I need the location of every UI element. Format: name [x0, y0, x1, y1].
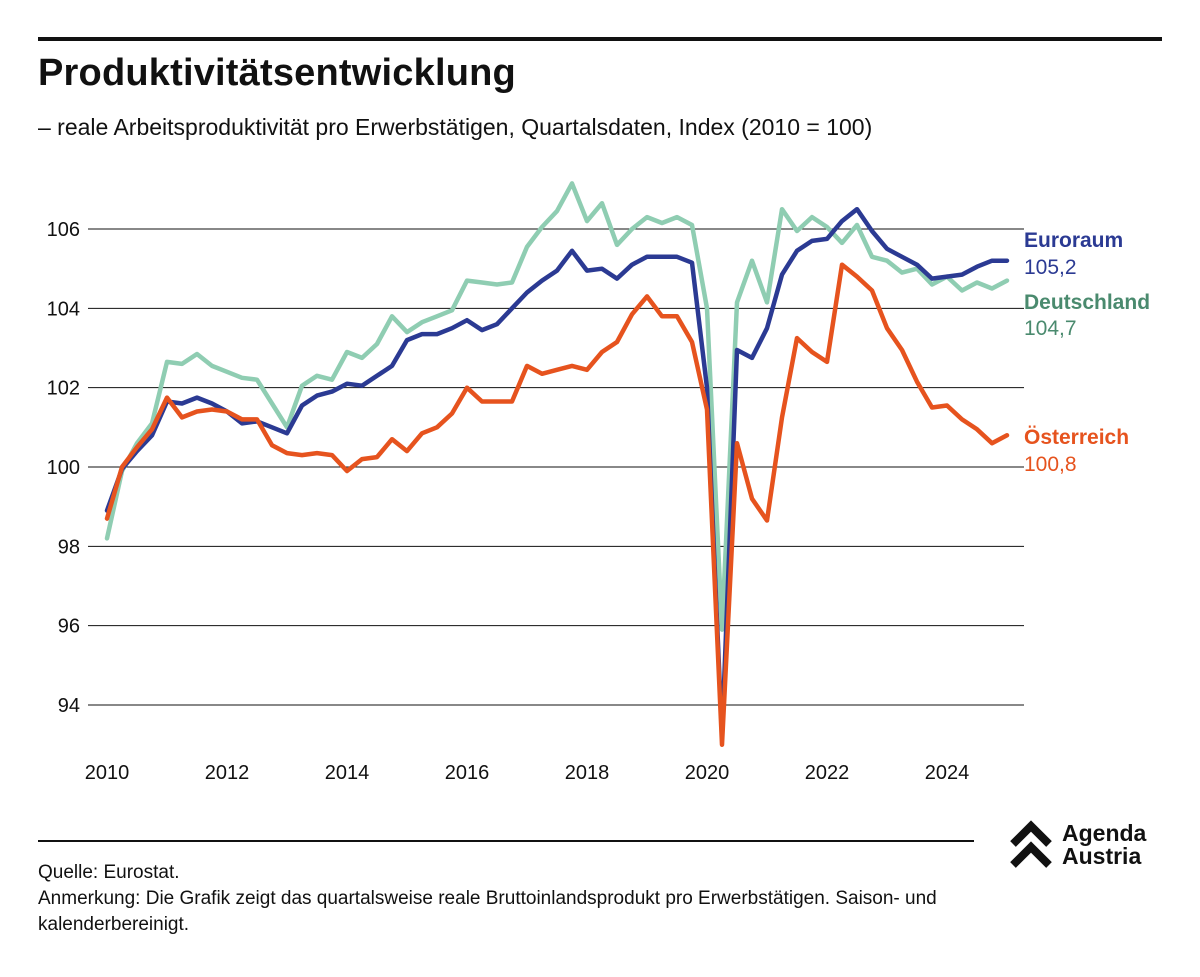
y-tick-label: 106 [47, 219, 80, 241]
y-tick-label: 96 [58, 616, 80, 638]
bottom-rule [38, 840, 974, 842]
footer: Quelle: Eurostat. Anmerkung: Die Grafik … [38, 860, 938, 938]
x-tick-label: 2014 [325, 762, 370, 784]
series-end-value-euroraum: 105,2 [1024, 256, 1077, 279]
x-tick-label: 2024 [925, 762, 970, 784]
chart-title: Produktivitätsentwicklung [38, 52, 516, 94]
series-line-deutschland [104, 181, 1010, 632]
x-tick-label: 2020 [685, 762, 730, 784]
x-tick-label: 2022 [805, 762, 850, 784]
series-end-value-oesterreich: 100,8 [1024, 453, 1077, 476]
x-tick-label: 2010 [85, 762, 130, 784]
logo-line-2: Austria [1062, 843, 1142, 869]
x-tick-label: 2016 [445, 762, 490, 784]
legend-labels: Deutschland 104,7 Euroraum 105,2 Österreich 1… [1024, 229, 1150, 476]
series-name-oesterreich: Österreich [1024, 426, 1129, 449]
y-tick-label: 104 [47, 298, 80, 320]
source-note: Quelle: Eurostat. [38, 862, 180, 883]
x-axis: 2010 2012 2014 2016 2018 2020 2022 2024 [85, 762, 970, 784]
grid-layer [88, 228, 1024, 706]
series-line-oesterreich [104, 262, 1010, 747]
y-tick-label: 98 [58, 536, 80, 558]
top-rule [38, 37, 1162, 41]
x-tick-label: 2012 [205, 762, 250, 784]
agenda-austria-logo: Agenda Austria [1010, 820, 1170, 870]
y-tick-label: 94 [58, 695, 80, 717]
series-end-value-deutschland: 104,7 [1024, 317, 1077, 340]
series-layer [104, 181, 1010, 747]
series-name-euroraum: Euroraum [1024, 229, 1123, 252]
series-name-deutschland: Deutschland [1024, 291, 1150, 314]
x-tick-label: 2018 [565, 762, 610, 784]
chevron-logo-icon [1010, 820, 1052, 868]
y-axis: 94 96 98 100 102 104 106 [47, 219, 80, 717]
y-tick-label: 102 [47, 378, 80, 400]
y-tick-label: 100 [47, 457, 80, 479]
remark-note: Anmerkung: Die Grafik zeigt das quartals… [38, 888, 937, 935]
logo-line-1: Agenda [1062, 820, 1147, 846]
logo-text: Agenda Austria [1062, 822, 1146, 868]
chart-subtitle: – reale Arbeitsproduktivität pro Erwerbs… [38, 114, 873, 140]
